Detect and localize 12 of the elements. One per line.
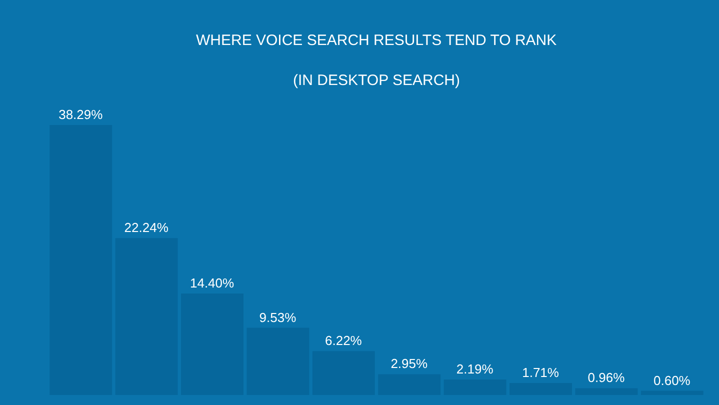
data-label: 14.40% xyxy=(190,275,235,290)
data-label: 0.96% xyxy=(588,370,626,386)
data-label: 2.95% xyxy=(390,356,428,372)
chart-title: WHERE VOICE SEARCH RESULTS TEND TO RANK xyxy=(196,32,557,49)
data-label: 6.22% xyxy=(325,333,362,348)
data-label: 22.24% xyxy=(124,220,169,236)
data-label: 2.19% xyxy=(456,362,494,377)
data-label: 1.71% xyxy=(522,364,560,380)
data-label: 0.60% xyxy=(654,372,691,388)
chart-subtitle: (IN DESKTOP SEARCH) xyxy=(293,72,460,89)
data-label: 9.53% xyxy=(259,310,297,325)
data-label: 38.29% xyxy=(58,107,104,122)
